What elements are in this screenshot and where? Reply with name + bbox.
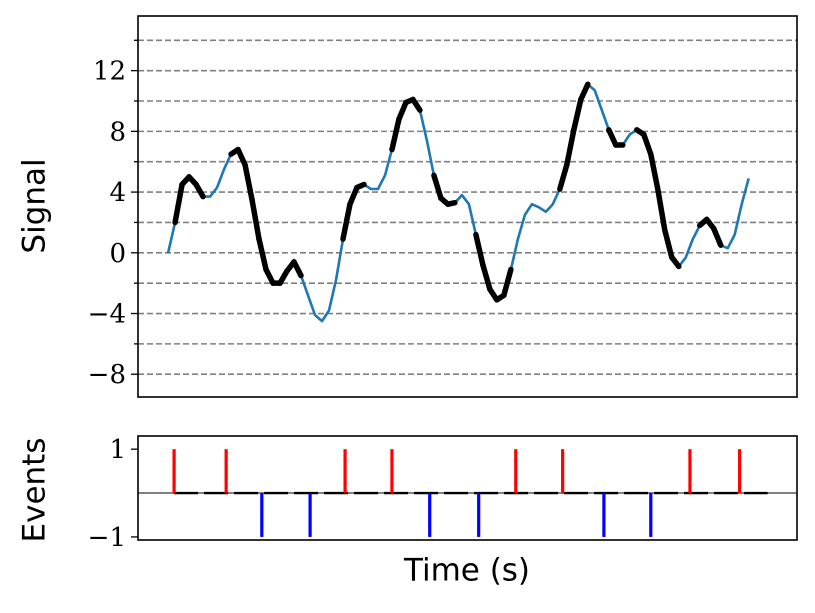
x-axis-label: Time (s) <box>403 553 530 589</box>
y-tick-label: 1 <box>109 435 126 465</box>
bold-segment <box>172 181 185 226</box>
bold-segment <box>242 162 255 203</box>
axes-frame <box>137 15 798 398</box>
bold-segment <box>669 254 682 270</box>
bold-segment <box>711 225 724 248</box>
bold-segment <box>354 181 367 191</box>
y-tick-label: −4 <box>88 300 126 330</box>
bold-segment <box>501 266 514 299</box>
bold-segment <box>655 186 668 233</box>
bold-segment <box>235 146 248 168</box>
bold-segment <box>578 81 591 103</box>
bold-segment <box>641 131 654 157</box>
bold-segment <box>347 184 360 207</box>
y-tick-label: 0 <box>109 239 126 269</box>
y-axis-label: Events <box>17 438 53 543</box>
bold-segment <box>256 236 269 273</box>
bold-segment <box>480 262 493 292</box>
axes-frame <box>137 435 798 541</box>
bold-segment <box>410 96 423 113</box>
bold-segment <box>389 116 402 153</box>
bold-segment <box>557 162 570 192</box>
bold-segment <box>445 199 458 207</box>
y-axis-label: Signal <box>17 158 53 253</box>
y-tick-label: 12 <box>93 57 126 87</box>
bold-segment <box>648 151 661 192</box>
y-tick-label: 8 <box>109 117 126 147</box>
bold-segment <box>431 172 444 201</box>
y-tick-label: −1 <box>88 523 126 553</box>
bold-segment <box>662 227 675 261</box>
bold-segment <box>340 201 353 242</box>
bold-segment <box>193 181 206 200</box>
bold-segment <box>606 127 619 148</box>
bold-segment <box>249 196 262 242</box>
y-tick-label: 4 <box>109 178 126 208</box>
bold-segment <box>291 259 304 279</box>
bold-segment <box>564 127 577 168</box>
bold-segment <box>473 231 486 268</box>
y-tick-label: −8 <box>88 360 126 390</box>
bold-segment <box>396 99 409 122</box>
bold-segment <box>571 96 584 133</box>
